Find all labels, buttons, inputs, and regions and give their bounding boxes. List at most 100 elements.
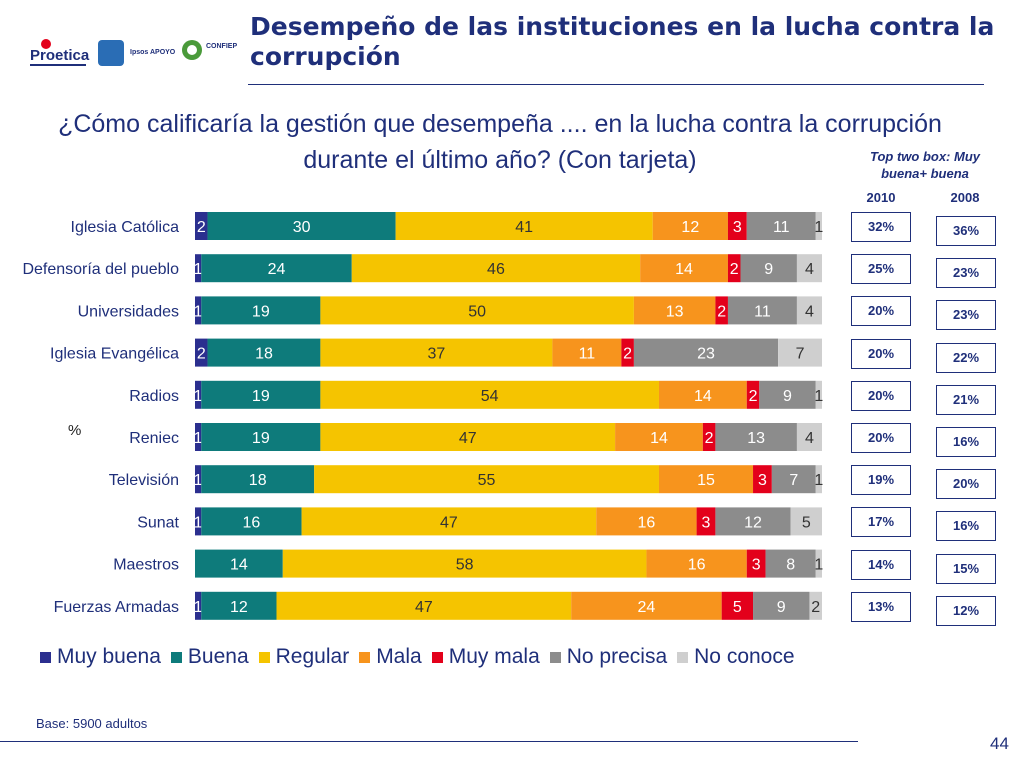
data-label: 47 [459,430,477,447]
category-label: Televisión [109,472,179,489]
top-two-box-header: Top two box: Muy buena+ buena [870,149,980,181]
data-label: 2 [197,219,206,236]
bar-segment [746,549,766,578]
bar-segment [314,465,659,494]
data-label: 16 [243,514,261,531]
data-label: 9 [783,388,792,405]
category-label: Defensoría del pueblo [22,261,179,278]
data-label: 23 [697,346,715,363]
data-label: 16 [638,514,656,531]
data-label: 11 [579,346,596,363]
data-label: 11 [754,303,771,320]
data-label: 4 [805,261,814,278]
bar-segment [395,212,653,240]
top-two-box-2008: 23% [936,258,996,289]
legend-item: Mala [359,645,422,669]
top-two-box-2010: 20% [851,296,911,327]
data-label: 50 [468,303,486,320]
bar-segment [201,254,352,283]
data-label: 24 [268,261,286,278]
sponsor-logos: Proetica Ipsos APOYO CONFIEP [30,39,237,66]
top-two-box-2008: 16% [936,427,996,457]
data-label: 24 [638,599,656,616]
data-label: 46 [487,261,505,278]
bar-segment [796,254,822,283]
legend-item: Regular [258,645,350,669]
category-label: Sunat [137,514,179,531]
bar-segment [765,549,816,578]
bar-segment [809,591,822,620]
data-label: 14 [650,430,668,447]
category-label: Maestros [113,557,179,574]
bar-segment [759,380,816,409]
legend-label: No conoce [694,645,795,668]
bar-segment [727,212,747,240]
bar-segment [778,338,822,367]
data-label: 7 [789,472,798,489]
data-label: 18 [255,346,273,363]
proetica-logo-text: Proetica [30,47,90,64]
legend-swatch [359,651,371,663]
bar-segment [195,465,202,494]
top-two-box-2008: 21% [936,384,996,415]
top-two-box-2010: 14% [851,549,911,580]
category-label: Iglesia Evangélica [50,346,179,363]
bar-segment [715,423,797,451]
legend-swatch [677,651,689,663]
top-two-box-2010: 19% [851,465,911,496]
bar-segment [195,212,208,240]
bar-segment [301,507,597,536]
bar-segment [201,591,277,620]
legend-label: Regular [275,645,350,668]
top-two-box-2010: 20% [851,338,911,369]
legend-item: Buena [170,645,249,669]
data-label: 2 [717,303,726,320]
legend-label: No precisa [566,645,668,668]
data-label: 12 [744,514,762,531]
bar-segment [753,591,810,620]
legend-swatch [431,651,443,663]
data-label: 3 [752,557,761,574]
data-label: 2 [811,599,820,616]
data-label: 2 [705,430,714,447]
data-label: 14 [230,557,248,574]
data-label: 5 [802,514,811,531]
bar-segment [640,254,728,283]
data-label: 1 [814,388,823,405]
data-label: 2 [730,261,739,278]
bar-segment [596,507,697,536]
base-note: Base: 5900 adultos [36,716,148,731]
bar-segment [207,338,321,367]
bar-segment [195,591,202,620]
footer-divider [0,741,858,742]
data-label: 1 [814,472,823,489]
bar-segment [207,212,396,240]
data-label: 9 [777,599,786,616]
data-label: 47 [440,514,458,531]
bar-segment [320,296,634,325]
bar-segment [615,423,703,451]
legend-swatch [258,651,270,663]
data-label: 11 [773,219,790,236]
bar-segment [320,423,616,451]
data-label: 19 [252,303,270,320]
bar-segment [195,423,202,451]
data-label: 58 [456,557,474,574]
bar-segment [201,423,321,451]
legend-label: Mala [376,645,422,668]
top-two-box-2010: 20% [851,423,911,453]
confiep-logo-text: CONFIEP [206,43,237,50]
data-label: 4 [805,303,814,320]
top-two-box-2010: 25% [851,254,911,285]
bar-segment [351,254,641,283]
data-label: 7 [796,346,805,363]
bar-segment [195,338,208,367]
page-number: 44 [990,734,1009,753]
top-two-box-2008: 36% [936,216,996,246]
data-label: 2 [623,346,632,363]
legend-item: Muy buena [40,645,161,669]
year-2010-label: 2010 [866,190,896,205]
bar-segment [571,591,722,620]
ipsos-logo-text: Ipsos APOYO [130,49,176,56]
data-label: 2 [197,346,206,363]
